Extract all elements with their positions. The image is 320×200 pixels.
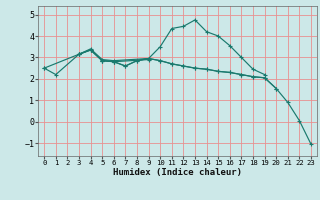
X-axis label: Humidex (Indice chaleur): Humidex (Indice chaleur) xyxy=(113,168,242,177)
